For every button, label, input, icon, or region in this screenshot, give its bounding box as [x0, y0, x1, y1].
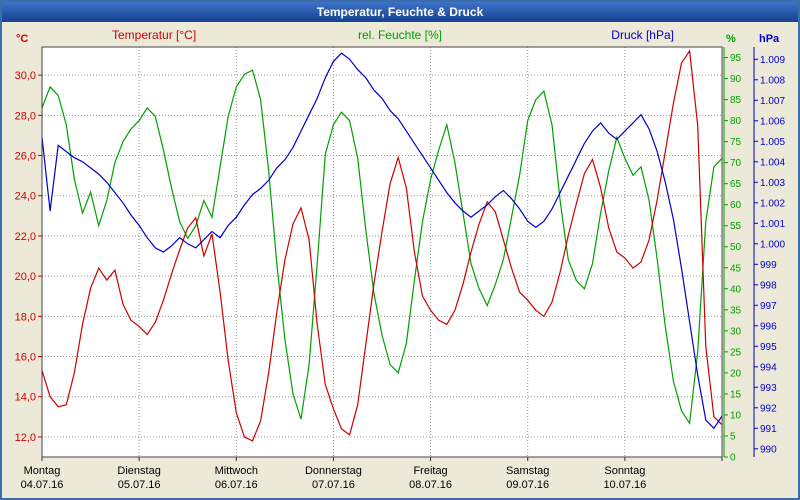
temperature-tick-label: 30,0	[15, 70, 36, 82]
pressure-tick-label: 994	[760, 362, 777, 373]
pressure-tick-label: 992	[760, 403, 777, 414]
day-name-label: Freitag	[413, 465, 447, 477]
pressure-tick-label: 999	[760, 260, 777, 271]
humidity-tick-label: 60	[730, 200, 742, 211]
title-bar[interactable]: Temperatur, Feuchte & Druck	[2, 2, 798, 22]
day-date-label: 10.07.16	[603, 479, 646, 491]
pressure-tick-label: 1.007	[760, 96, 785, 107]
temperature-tick-label: 20,0	[15, 271, 36, 283]
humidity-tick-label: 30	[730, 326, 742, 337]
temperature-tick-label: 24,0	[15, 191, 36, 203]
humidity-tick-label: 85	[730, 95, 742, 106]
day-name-label: Donnerstag	[305, 465, 362, 477]
temperature-tick-label: 28,0	[15, 110, 36, 122]
humidity-tick-label: 50	[730, 242, 742, 253]
day-name-label: Dienstag	[117, 465, 160, 477]
plot-border	[41, 46, 723, 458]
humidity-tick-label: 75	[730, 137, 742, 148]
legend-temperature: Temperatur [°C]	[112, 28, 197, 42]
day-date-label: 06.07.16	[215, 479, 258, 491]
humidity-tick-label: 45	[730, 263, 742, 274]
pressure-tick-label: 995	[760, 342, 777, 353]
pressure-tick-label: 993	[760, 383, 777, 394]
day-name-label: Montag	[24, 465, 61, 477]
humidity-tick-label: 80	[730, 116, 742, 127]
day-date-label: 09.07.16	[506, 479, 549, 491]
humidity-tick-label: 70	[730, 158, 742, 169]
temperature-tick-label: 14,0	[15, 392, 36, 404]
day-name-label: Mittwoch	[215, 465, 258, 477]
pressure-tick-label: 990	[760, 444, 777, 455]
temperature-tick-label: 26,0	[15, 151, 36, 163]
series-line-pressure	[41, 52, 723, 430]
temperature-tick-label: 16,0	[15, 352, 36, 364]
humidity-tick-label: 90	[730, 74, 742, 85]
pressure-tick-label: 1.000	[760, 239, 785, 250]
humidity-tick-label: 35	[730, 305, 742, 316]
humidity-tick-label: 15	[730, 389, 742, 400]
humidity-tick-label: 25	[730, 347, 742, 358]
pressure-tick-label: 997	[760, 301, 777, 312]
humidity-tick-label: 20	[730, 368, 742, 379]
pressure-tick-label: 1.004	[760, 157, 785, 168]
humidity-tick-label: 10	[730, 410, 742, 421]
pressure-unit-label: hPa	[759, 33, 780, 45]
temperature-unit-label: °C	[16, 33, 29, 45]
temperature-tick-label: 22,0	[15, 231, 36, 243]
day-date-label: 07.07.16	[312, 479, 355, 491]
day-name-label: Samstag	[506, 465, 549, 477]
day-date-label: 05.07.16	[118, 479, 161, 491]
temperature-tick-label: 12,0	[15, 432, 36, 444]
window-title: Temperatur, Feuchte & Druck	[316, 5, 484, 19]
day-name-label: Sonntag	[604, 465, 645, 477]
pressure-tick-label: 1.002	[760, 198, 785, 209]
pressure-tick-label: 996	[760, 321, 777, 332]
pressure-tick-label: 1.009	[760, 55, 785, 66]
pressure-tick-label: 1.006	[760, 116, 785, 127]
humidity-tick-label: 40	[730, 284, 742, 295]
legend-pressure: Druck [hPa]	[611, 28, 674, 42]
humidity-tick-label: 55	[730, 221, 742, 232]
day-date-label: 04.07.16	[21, 479, 64, 491]
series-line-humidity	[41, 69, 723, 426]
temperature-tick-label: 18,0	[15, 311, 36, 323]
legend-humidity: rel. Feuchte [%]	[357, 28, 443, 42]
series-line-temperature	[41, 49, 723, 442]
pressure-tick-label: 991	[760, 424, 777, 435]
humidity-tick-label: 95	[730, 53, 742, 64]
pressure-tick-label: 1.005	[760, 137, 785, 148]
pressure-tick-label: 1.001	[760, 219, 785, 230]
humidity-unit-label: %	[726, 33, 736, 45]
humidity-tick-label: 5	[730, 431, 736, 442]
plot-background	[42, 47, 722, 457]
day-date-label: 08.07.16	[409, 479, 452, 491]
humidity-tick-label: 65	[730, 179, 742, 190]
pressure-tick-label: 1.003	[760, 178, 785, 189]
pressure-tick-label: 998	[760, 280, 777, 291]
humidity-tick-label: 0	[730, 453, 736, 464]
pressure-tick-label: 1.008	[760, 75, 785, 86]
